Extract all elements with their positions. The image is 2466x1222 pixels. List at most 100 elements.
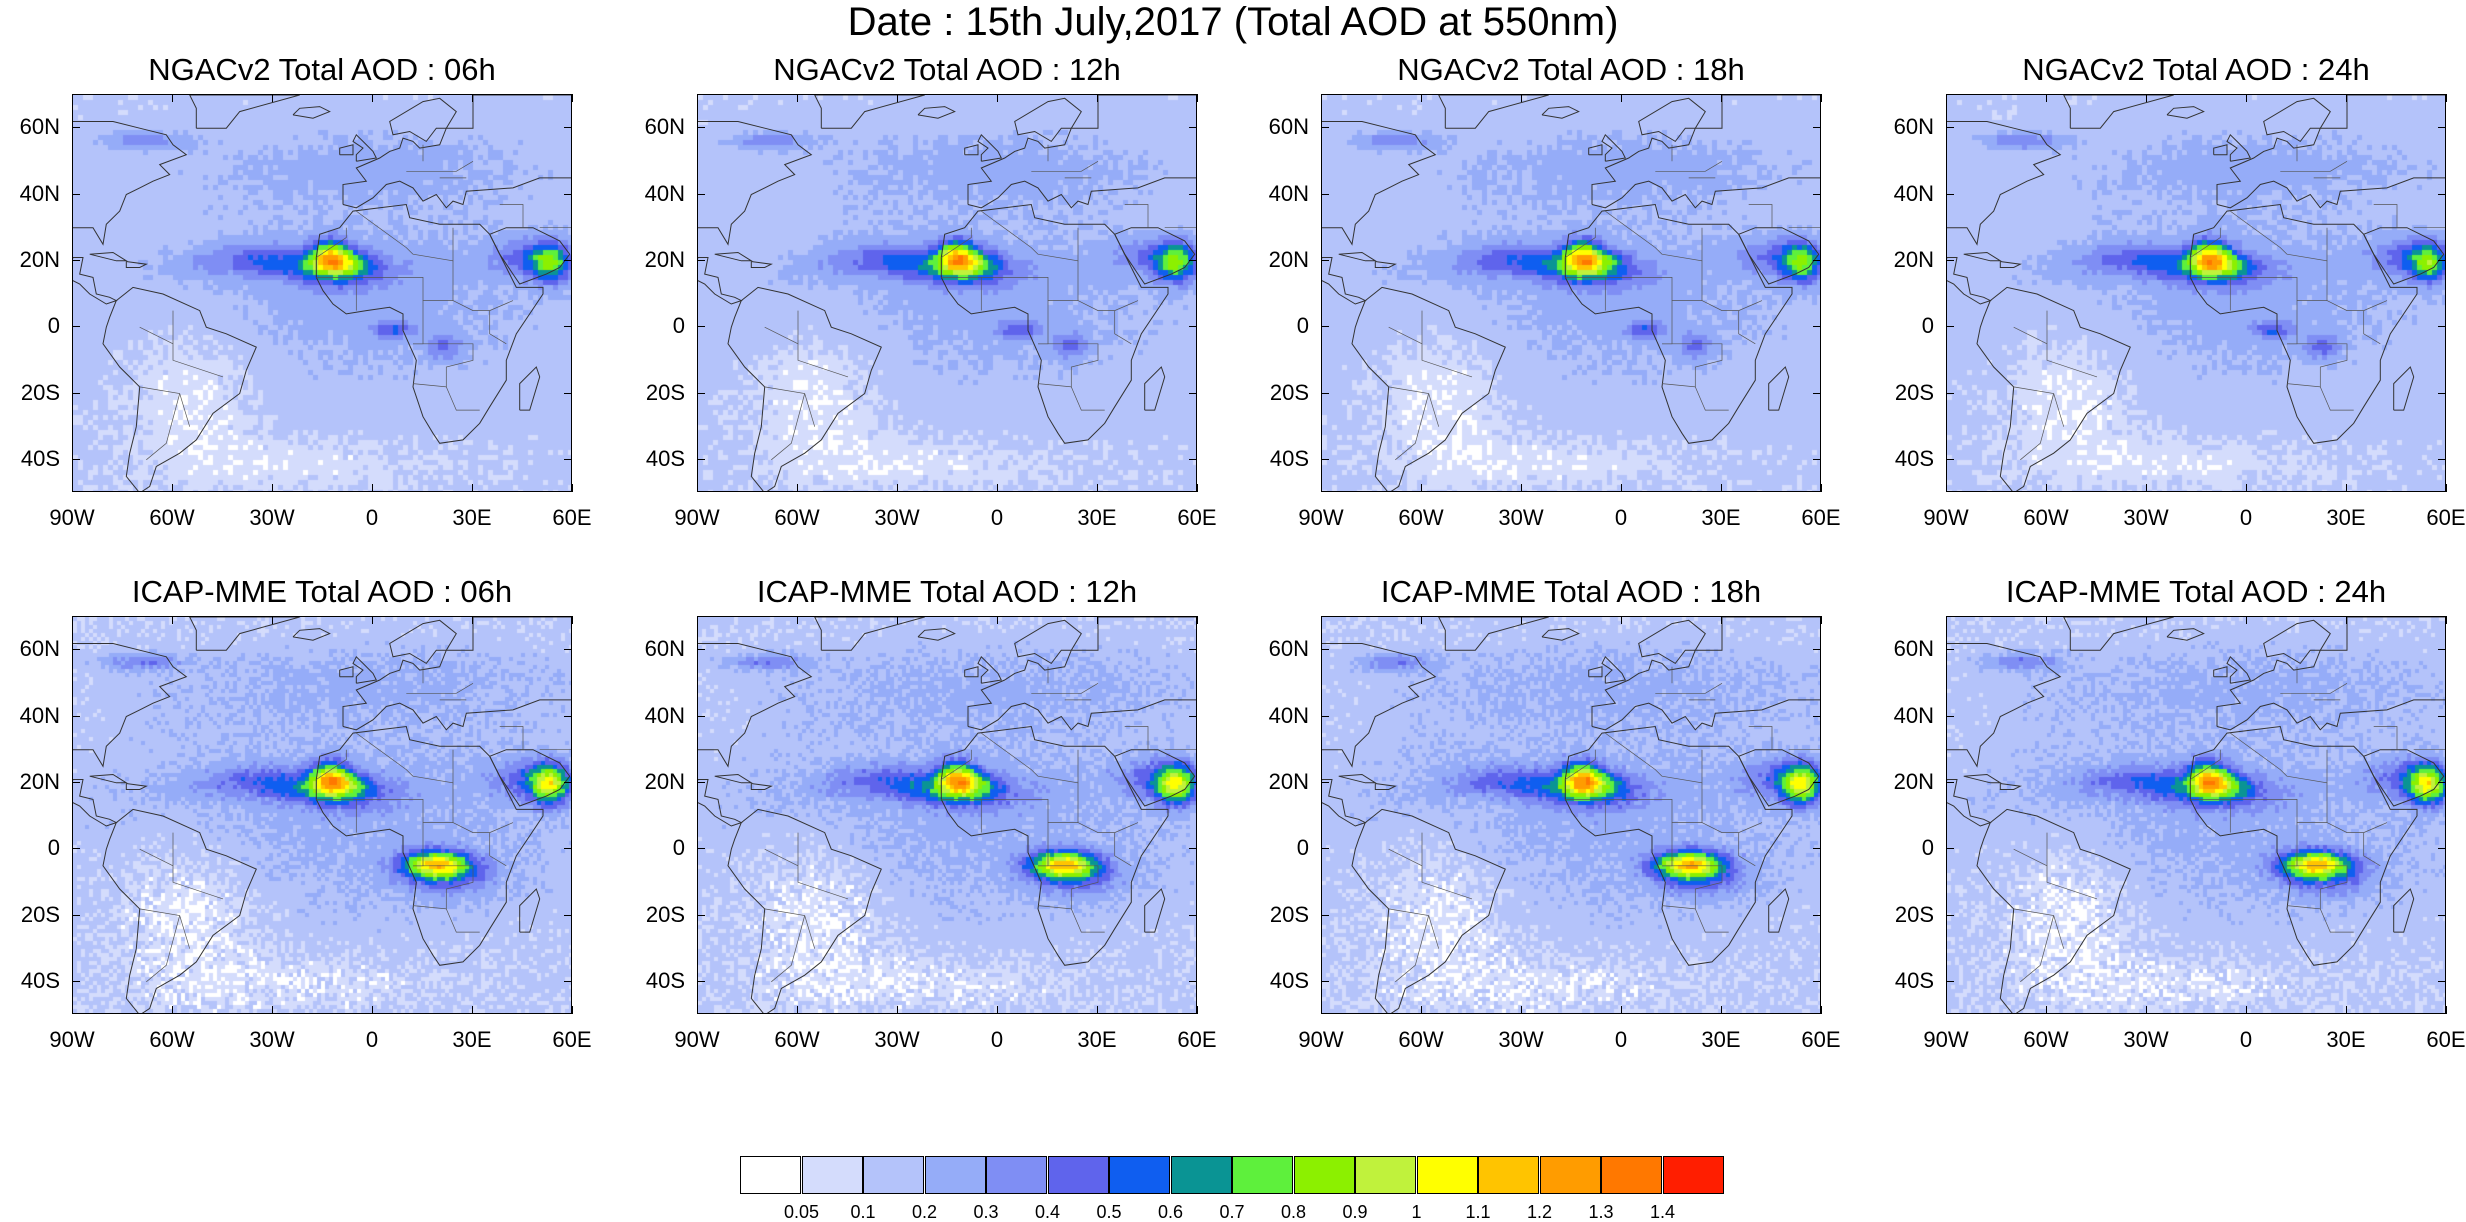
- colorbar-swatch: [1601, 1156, 1662, 1194]
- country-border: [1031, 682, 1099, 694]
- lon-tick-mark: [1321, 1006, 1322, 1014]
- lon-tick-mark: [797, 94, 798, 102]
- lon-tick-label: 60E: [552, 505, 592, 530]
- country-border: [1661, 227, 1703, 262]
- lon-tick-mark: [1421, 1006, 1422, 1014]
- lat-tick-label: 20N: [644, 768, 685, 794]
- country-border: [1124, 726, 1149, 750]
- coastline: [1374, 261, 1397, 268]
- panel-title: NGACv2 Total AOD : 18h: [1397, 52, 1745, 87]
- country-border: [1662, 822, 1673, 867]
- map-panel-icap-06: ICAP-MME Total AOD : 06h 60N 40N 20N 0 20S 40S…: [20, 574, 592, 1052]
- lon-tick-mark: [372, 616, 373, 624]
- country-border: [771, 915, 806, 983]
- country-border: [1124, 204, 1149, 228]
- coastlines-overlay: [698, 95, 1196, 491]
- coastline: [814, 95, 925, 129]
- lon-tick-mark: [697, 484, 698, 492]
- lat-tick-mark: [1321, 980, 1329, 982]
- coastlines-overlay: [73, 95, 571, 491]
- country-border: [1421, 310, 1473, 378]
- aod-map: [697, 94, 1197, 492]
- lon-tick-label: 90W: [49, 505, 95, 530]
- country-border: [1037, 227, 1079, 262]
- lat-tick-label: 20S: [20, 901, 60, 927]
- lat-tick-label: 20S: [1894, 901, 1934, 927]
- colorbar-swatch: [924, 1156, 986, 1194]
- country-border: [1748, 726, 1773, 750]
- lat-tick-mark: [2438, 914, 2446, 916]
- lon-tick-label: 90W: [1923, 1027, 1969, 1052]
- coastline: [750, 261, 773, 268]
- country-border: [1738, 832, 1756, 867]
- lat-tick-mark: [1946, 392, 1954, 394]
- lat-tick-label: 60N: [644, 114, 685, 140]
- aod-field-raster: [698, 95, 1196, 491]
- coastline: [1768, 888, 1790, 933]
- lon-tick-mark: [1321, 94, 1322, 102]
- lon-tick-label: 30W: [249, 505, 295, 530]
- country-border: [413, 300, 424, 345]
- lon-tick-mark: [1521, 484, 1522, 492]
- lat-tick-label: 60N: [644, 636, 685, 662]
- coastline: [2213, 144, 2228, 156]
- lat-tick-mark: [1813, 649, 1821, 651]
- lat-tick-mark: [697, 914, 705, 916]
- lat-tick-mark: [564, 392, 572, 394]
- lat-tick-label: 60N: [1268, 114, 1309, 140]
- lat-tick-mark: [697, 781, 705, 783]
- colorbar-label: 0.5: [1096, 1202, 1122, 1222]
- lat-tick-mark: [72, 848, 80, 850]
- country-border: [445, 386, 480, 411]
- coastline: [1322, 643, 1437, 768]
- coastline: [714, 773, 754, 784]
- colorbar-label: 0.9: [1342, 1202, 1368, 1222]
- lat-tick-mark: [2438, 193, 2446, 195]
- lat-tick-mark: [564, 127, 572, 129]
- country-border: [1037, 343, 1099, 388]
- country-border: [1622, 782, 1703, 823]
- aod-map: [1946, 94, 2446, 492]
- lat-tick-mark: [1321, 914, 1329, 916]
- lat-tick-mark: [1813, 326, 1821, 328]
- coastline: [2213, 666, 2228, 678]
- country-border: [1738, 310, 1756, 345]
- country-border: [139, 326, 174, 345]
- lat-tick-mark: [1946, 458, 1954, 460]
- lat-tick-mark: [1321, 127, 1329, 129]
- colorbar-swatch: [1232, 1156, 1293, 1194]
- country-border: [2286, 227, 2328, 262]
- aod-map: [72, 94, 572, 492]
- lat-tick-mark: [1946, 649, 1954, 651]
- lat-tick-mark: [1321, 458, 1329, 460]
- lat-tick-mark: [564, 914, 572, 916]
- country-border: [1694, 386, 1729, 411]
- lon-tick-mark: [1946, 484, 1947, 492]
- lat-tick-label: 40N: [1893, 180, 1934, 206]
- lat-tick-label: 0: [1921, 313, 1934, 339]
- lon-tick-label: 60W: [774, 1027, 820, 1052]
- lon-tick-mark: [2446, 484, 2447, 492]
- lon-tick-mark: [897, 94, 898, 102]
- lat-tick-mark: [2438, 127, 2446, 129]
- lat-tick-label: 60N: [1893, 114, 1934, 140]
- lon-tick-mark: [697, 1006, 698, 1014]
- colorbar-label: 0.3: [973, 1202, 999, 1222]
- aod-map: [1321, 94, 1821, 492]
- colorbar-label: 0.8: [1280, 1202, 1307, 1222]
- lon-tick-label: 0: [1614, 1027, 1628, 1052]
- lon-tick-mark: [897, 1006, 898, 1014]
- lat-tick-mark: [697, 980, 705, 982]
- coastline: [698, 779, 743, 827]
- coastline: [489, 749, 571, 807]
- lat-tick-mark: [1189, 914, 1197, 916]
- coastline: [1322, 779, 1367, 827]
- coastline: [977, 133, 1003, 162]
- coastline: [940, 203, 1169, 444]
- lat-tick-mark: [2438, 259, 2446, 261]
- lon-tick-label: 30E: [2326, 505, 2366, 530]
- coastline: [1438, 617, 1549, 651]
- country-border: [499, 204, 524, 228]
- coastline: [292, 628, 331, 641]
- coastlines-overlay: [1947, 95, 2445, 491]
